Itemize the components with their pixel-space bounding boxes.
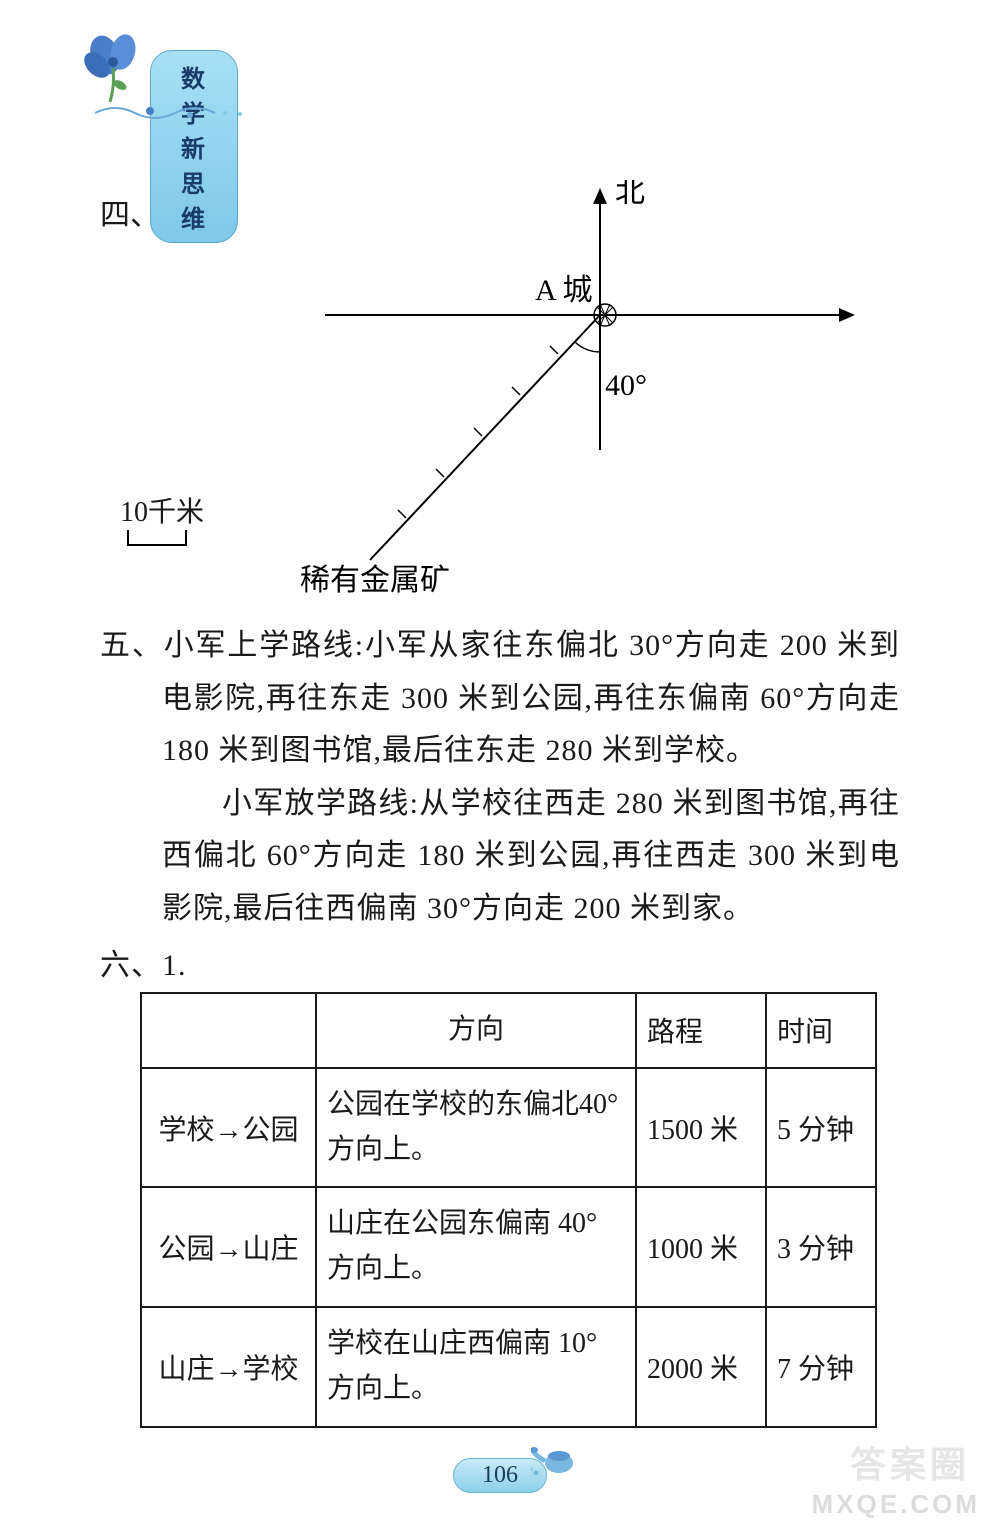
table-cell: 山庄→学校	[141, 1307, 316, 1427]
flower-icon	[75, 30, 140, 95]
table-row: 山庄→学校 学校在山庄西偏南 10°方向上。 2000 米 7 分钟	[141, 1307, 876, 1427]
table-header: 方向	[316, 993, 636, 1068]
table-row: 公园→山庄 山庄在公园东偏南 40°方向上。 1000 米 3 分钟	[141, 1187, 876, 1307]
direction-table: 方向 路程 时间 学校→公园 公园在学校的东偏北40°方向上。 1500 米 5…	[140, 992, 877, 1428]
table-cell: 1500 米	[636, 1068, 766, 1188]
page-number-text: 106	[482, 1462, 518, 1488]
section-five-label: 五、	[100, 629, 164, 662]
svg-text:A 城: A 城	[535, 274, 593, 307]
svg-text:40°: 40°	[605, 369, 647, 402]
page-number: 106	[453, 1458, 547, 1493]
table-cell: 3 分钟	[766, 1187, 876, 1307]
title-badge-text: 数学新思维	[181, 67, 207, 233]
table-cell: 2000 米	[636, 1307, 766, 1427]
watermark-cn: 答案圈	[850, 1436, 970, 1488]
watermark-en: MXQE.COM	[812, 1489, 980, 1520]
water-can-icon	[531, 1441, 581, 1488]
compass-diagram: 北 A 城 40° 稀有金属矿	[245, 180, 860, 600]
table-header: 路程	[636, 993, 766, 1068]
table-cell: 山庄在公园东偏南 40°方向上。	[316, 1187, 636, 1307]
table-cell: 7 分钟	[766, 1307, 876, 1427]
section-five: 五、小军上学路线:小军从家往东偏北 30°方向走 200 米到电影院,再往东走 …	[100, 620, 900, 935]
table-cell: 1000 米	[636, 1187, 766, 1307]
scale-label: 10千米	[120, 490, 204, 530]
table-row: 学校→公园 公园在学校的东偏北40°方向上。 1500 米 5 分钟	[141, 1068, 876, 1188]
table-header: 时间	[766, 993, 876, 1068]
scale-bar	[127, 530, 187, 546]
table-cell: 公园→山庄	[141, 1187, 316, 1307]
svg-text:稀有金属矿: 稀有金属矿	[300, 564, 450, 597]
section-six-label: 六、1.	[100, 940, 187, 984]
table-cell: 学校→公园	[141, 1068, 316, 1188]
section-five-para1: 小军上学路线:小军从家往东偏北 30°方向走 200 米到电影院,再往东走 30…	[162, 629, 900, 767]
svg-text:北: 北	[615, 180, 645, 209]
table-cell: 学校在山庄西偏南 10°方向上。	[316, 1307, 636, 1427]
swirl-decoration	[95, 98, 295, 133]
table-header-row: 方向 路程 时间	[141, 993, 876, 1068]
table-cell: 公园在学校的东偏北40°方向上。	[316, 1068, 636, 1188]
section-five-para2: 小军放学路线:从学校往西走 280 米到图书馆,再往西偏北 60°方向走 180…	[162, 778, 900, 936]
table-cell: 5 分钟	[766, 1068, 876, 1188]
table-header	[141, 993, 316, 1068]
section-four-label: 四、	[100, 190, 160, 234]
title-badge: 数学新思维	[150, 50, 238, 243]
